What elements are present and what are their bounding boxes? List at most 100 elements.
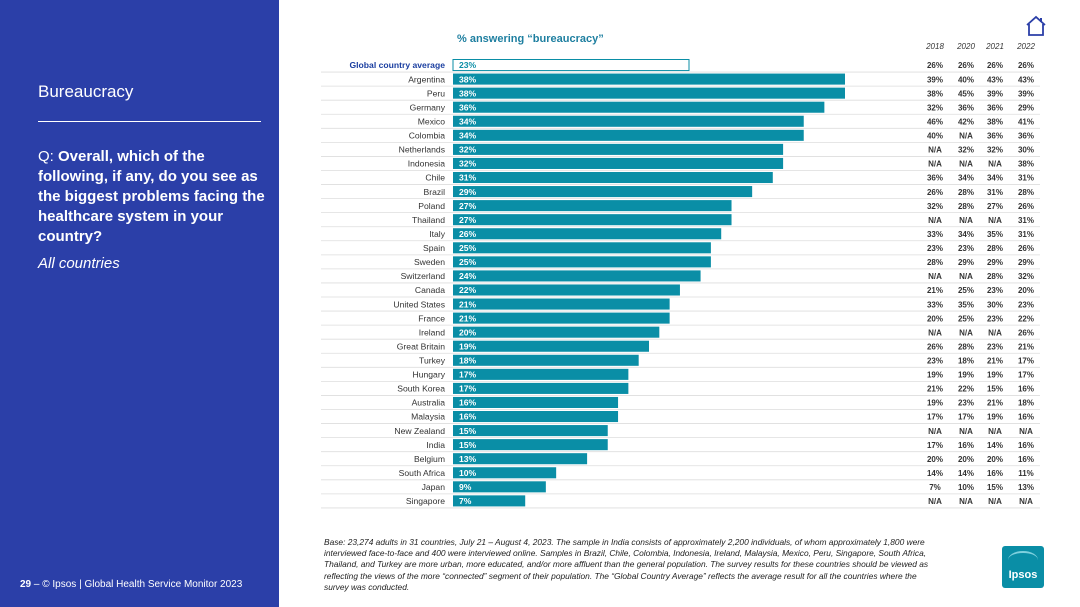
bar — [453, 228, 722, 240]
trend-value: N/A — [988, 427, 1002, 436]
trend-value: 29% — [987, 258, 1003, 267]
trend-value: 26% — [927, 188, 943, 197]
footer: 29 – © Ipsos | Global Health Service Mon… — [20, 579, 242, 590]
category-label: Canada — [415, 285, 445, 295]
bar-value-label: 38% — [459, 88, 477, 98]
trend-value: 23% — [1018, 300, 1034, 309]
trend-value: 29% — [1018, 258, 1034, 267]
question-prefix: Q: — [38, 148, 59, 165]
trend-value: 34% — [987, 174, 1003, 183]
bar — [453, 298, 670, 310]
bar — [453, 129, 804, 141]
category-label: Poland — [418, 201, 445, 211]
bar — [453, 340, 649, 352]
trend-value: 23% — [958, 399, 974, 408]
trend-value: 36% — [987, 103, 1003, 112]
trend-value: 15% — [987, 483, 1003, 492]
bar — [453, 115, 804, 127]
category-label: Spain — [423, 243, 445, 253]
trend-value: 27% — [987, 202, 1003, 211]
trend-value: 39% — [987, 89, 1003, 98]
category-label: India — [426, 440, 445, 450]
bar — [453, 101, 825, 113]
category-label: Chile — [425, 173, 445, 183]
bar — [453, 354, 639, 366]
trend-value: 7% — [929, 483, 941, 492]
sidebar: Bureaucracy Q: Overall, which of the fol… — [0, 0, 279, 607]
bar-value-label: 16% — [459, 398, 477, 408]
trend-value: 21% — [927, 286, 943, 295]
category-label: Italy — [429, 229, 445, 239]
trend-value: 16% — [1018, 413, 1034, 422]
trend-value: 29% — [958, 258, 974, 267]
trend-value: 21% — [1018, 342, 1034, 351]
trend-value: 16% — [1018, 455, 1034, 464]
bar — [453, 214, 732, 226]
trend-value: 26% — [1018, 328, 1034, 337]
bar — [453, 200, 732, 212]
category-label: New Zealand — [394, 426, 445, 436]
ipsos-logo: Ipsos — [1002, 546, 1044, 588]
bar — [453, 256, 711, 268]
trend-value: 36% — [1018, 132, 1034, 141]
bar — [453, 368, 629, 380]
trend-value: 14% — [987, 441, 1003, 450]
trend-value: N/A — [928, 216, 942, 225]
bar-value-label: 17% — [459, 370, 477, 380]
trend-value: 11% — [1018, 469, 1034, 478]
bar-value-label: 36% — [459, 102, 477, 112]
trend-value: 28% — [987, 244, 1003, 253]
category-label: South Africa — [399, 468, 446, 478]
trend-value: 20% — [958, 455, 974, 464]
bar — [453, 411, 619, 423]
trend-value: 30% — [1018, 146, 1034, 155]
trend-value: 20% — [927, 314, 943, 323]
bar-value-label: 19% — [459, 341, 477, 351]
trend-value: N/A — [988, 216, 1002, 225]
bar — [453, 481, 546, 493]
bar — [453, 157, 784, 169]
bar — [453, 186, 753, 198]
trend-value: 23% — [958, 244, 974, 253]
trend-value: 40% — [927, 132, 943, 141]
category-label: Mexico — [418, 116, 445, 126]
category-label: Germany — [410, 102, 446, 112]
category-label: Argentina — [408, 74, 445, 84]
trend-value: 16% — [1018, 385, 1034, 394]
bar — [453, 87, 845, 99]
category-label: Australia — [412, 398, 446, 408]
trend-value: N/A — [959, 160, 973, 169]
trend-value: 40% — [958, 75, 974, 84]
trend-value: 28% — [958, 342, 974, 351]
bar-value-label: 34% — [459, 131, 477, 141]
category-label: Singapore — [406, 496, 445, 506]
category-label: Global country average — [349, 60, 445, 70]
category-label: Great Britain — [397, 341, 445, 351]
trend-value: 26% — [1018, 244, 1034, 253]
trend-value: 25% — [958, 314, 974, 323]
trend-value: 26% — [927, 61, 943, 70]
trend-value: 16% — [987, 469, 1003, 478]
bar-value-label: 34% — [459, 116, 477, 126]
trend-value: 19% — [987, 371, 1003, 380]
home-icon[interactable] — [1024, 14, 1048, 38]
category-label: Sweden — [414, 257, 445, 267]
category-label: Turkey — [419, 355, 446, 365]
audience-label: All countries — [38, 255, 120, 272]
trend-value: N/A — [959, 272, 973, 281]
footer-text: – © Ipsos | Global Health Service Monito… — [31, 579, 243, 590]
trend-value: 23% — [987, 342, 1003, 351]
category-label: Japan — [422, 482, 446, 492]
trend-value: 36% — [927, 174, 943, 183]
trend-value: 31% — [987, 188, 1003, 197]
category-label: Hungary — [413, 370, 446, 380]
trend-value: 18% — [958, 356, 974, 365]
trend-value: N/A — [928, 427, 942, 436]
trend-value: 20% — [1018, 286, 1034, 295]
bar-value-label: 18% — [459, 355, 477, 365]
trend-value: 17% — [927, 441, 943, 450]
trend-value: 26% — [987, 61, 1003, 70]
trend-value: 46% — [927, 117, 943, 126]
category-label: Peru — [427, 88, 445, 98]
bar-value-label: 26% — [459, 229, 477, 239]
